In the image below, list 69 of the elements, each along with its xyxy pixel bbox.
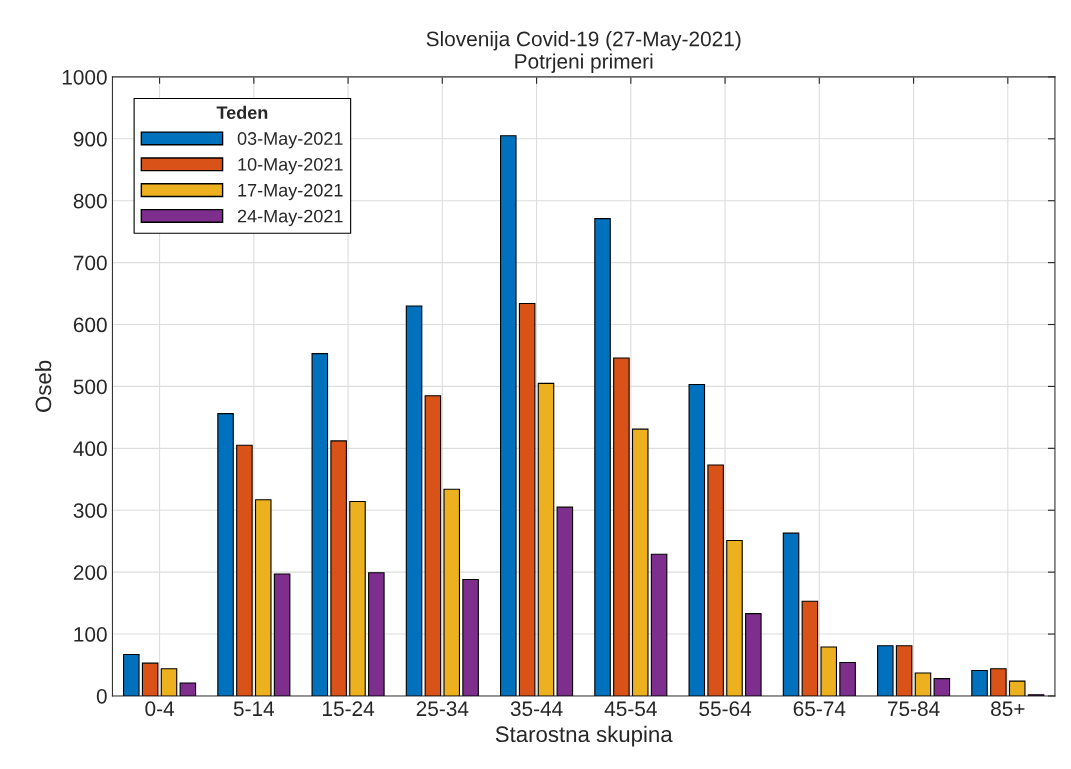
x-tick-label: 55-64 xyxy=(699,701,752,717)
y-tick-label: 0 xyxy=(96,688,107,704)
y-tick-label: 700 xyxy=(73,255,107,271)
y-tick-label: 900 xyxy=(73,131,107,147)
bar xyxy=(782,532,800,696)
bar xyxy=(707,464,724,696)
legend-label: 17-May-2021 xyxy=(238,183,343,201)
chart-subtitle: Potrjeni primeri xyxy=(515,53,653,73)
bar xyxy=(462,579,479,696)
x-tick-label: 85+ xyxy=(991,701,1025,717)
bar xyxy=(518,302,536,696)
bar xyxy=(405,305,423,696)
y-tick-label: 100 xyxy=(74,627,107,642)
bar xyxy=(368,572,385,696)
bar xyxy=(631,428,649,696)
y-tick-label: 500 xyxy=(73,379,107,395)
bar xyxy=(160,668,178,696)
bar xyxy=(820,646,838,696)
x-tick-label: 45-54 xyxy=(604,701,657,717)
y-tick-label: 600 xyxy=(73,317,107,333)
legend-title: Teden xyxy=(216,105,268,120)
legend-label: 24-May-2021 xyxy=(237,209,343,227)
bar xyxy=(141,662,159,696)
bar xyxy=(801,600,819,696)
x-tick-label: 15-24 xyxy=(323,701,375,717)
bar xyxy=(254,499,272,696)
y-axis-title: Oseb xyxy=(34,360,52,412)
y-tick-label: 800 xyxy=(73,193,107,209)
x-tick-label: 65-74 xyxy=(793,701,846,717)
bar xyxy=(349,501,366,696)
bar xyxy=(500,135,517,696)
chart-title: Slovenija Covid-19 (27-May-2021) xyxy=(426,31,741,51)
bar xyxy=(273,573,291,696)
bar xyxy=(990,668,1007,696)
bar xyxy=(179,682,197,696)
bar xyxy=(1008,680,1026,696)
x-tick-label: 35-44 xyxy=(510,701,563,717)
bar xyxy=(330,440,347,696)
x-tick-label: 75-84 xyxy=(887,701,940,717)
x-axis-title: Starostna skupina xyxy=(495,725,673,747)
legend-label: 03-May-2021 xyxy=(237,132,343,149)
bar xyxy=(688,384,706,696)
bar xyxy=(613,357,630,696)
bar xyxy=(971,670,988,696)
bar xyxy=(594,218,611,696)
bar xyxy=(914,672,932,696)
bar xyxy=(556,506,574,696)
bar xyxy=(424,395,442,696)
y-tick-label: 300 xyxy=(73,503,107,518)
bar xyxy=(217,413,234,696)
bar xyxy=(311,353,329,696)
x-tick-label: 5-14 xyxy=(233,701,275,717)
bar xyxy=(839,661,856,696)
bar xyxy=(236,444,253,696)
x-tick-label: 0-4 xyxy=(145,701,175,717)
y-tick-label: 200 xyxy=(73,565,107,580)
bar xyxy=(745,613,762,696)
bar xyxy=(877,645,894,696)
y-tick-label: 400 xyxy=(73,441,107,457)
bar xyxy=(726,540,743,696)
bar xyxy=(123,653,140,696)
legend-label: 10-May-2021 xyxy=(238,157,343,175)
bar xyxy=(933,678,951,696)
x-tick-label: 25-34 xyxy=(416,701,469,717)
bar xyxy=(537,382,555,696)
bar xyxy=(895,645,913,696)
bar xyxy=(650,553,668,696)
bar xyxy=(443,488,461,696)
y-tick-label: 1000 xyxy=(62,69,107,85)
